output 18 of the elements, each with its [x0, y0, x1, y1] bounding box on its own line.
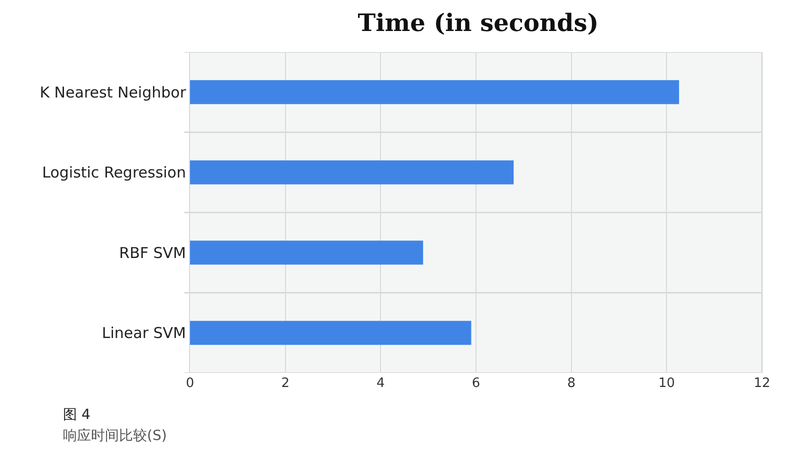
bar	[190, 160, 514, 184]
x-tick-label: 0	[186, 376, 194, 391]
x-tick-label: 12	[754, 376, 770, 391]
bar	[190, 320, 472, 345]
y-tick-label: Logistic Regression	[42, 164, 186, 182]
text: 响应时间比较(S)	[63, 428, 167, 444]
bar	[190, 80, 680, 104]
caption: 图 4	[63, 407, 90, 423]
y-tick-label: RBF SVM	[119, 244, 186, 262]
chart-title: Time (in seconds)	[358, 8, 599, 37]
x-tick-label: 2	[281, 376, 290, 391]
y-tick-label: Linear SVM	[102, 324, 186, 342]
y-tick-label: K Nearest Neighbor	[40, 83, 187, 102]
bar	[190, 240, 424, 265]
x-tick-label: 10	[658, 376, 675, 391]
x-tick-label: 8	[567, 376, 576, 391]
x-tick-label: 6	[472, 376, 480, 391]
x-tick-label: 4	[376, 376, 385, 391]
